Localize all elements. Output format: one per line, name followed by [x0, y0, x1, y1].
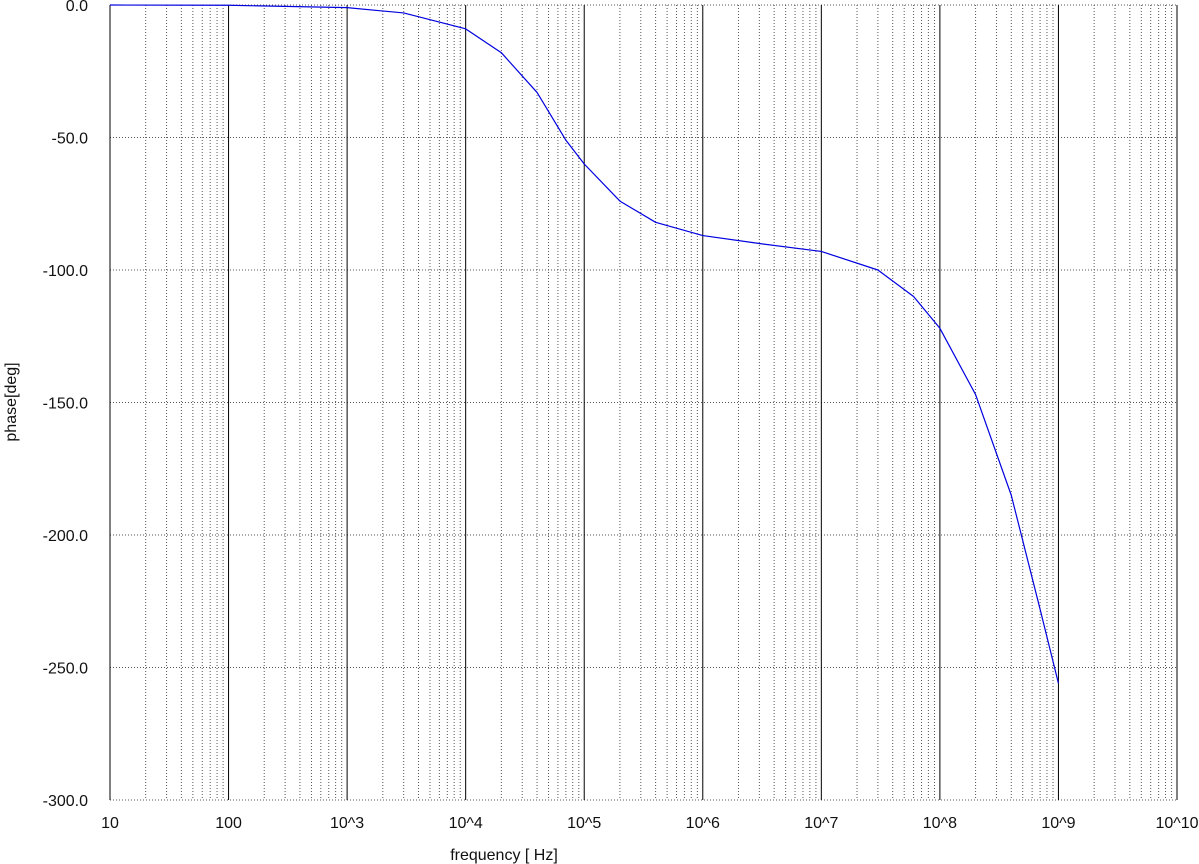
y-tick-label: -150.0 — [43, 396, 88, 413]
y-tick-label: -200.0 — [43, 528, 88, 545]
x-tick-label: 10^5 — [567, 815, 601, 832]
plot-frame — [109, 5, 1178, 800]
y-tick-label: -300.0 — [43, 793, 88, 810]
y-tick-label: -50.0 — [52, 131, 89, 148]
x-tick-label: 10 — [101, 815, 119, 832]
x-tick-label: 10^9 — [1041, 815, 1075, 832]
x-tick-label: 10^8 — [923, 815, 957, 832]
x-tick-label: 10^6 — [686, 815, 720, 832]
tick-labels: 0.0 -50.0 -100.0 -150.0 -200.0 -250.0 -300.0 10… — [43, 0, 1199, 832]
series-layer — [109, 4, 1060, 684]
y-tick-label: -100.0 — [43, 263, 88, 280]
grid-layer — [109, 4, 1178, 801]
x-tick-label: 10^7 — [804, 815, 838, 832]
x-tick-label: 10^4 — [449, 815, 483, 832]
y-tick-label: -250.0 — [43, 661, 88, 678]
phase-series-line — [109, 4, 1060, 684]
x-tick-label: 10^10 — [1155, 815, 1198, 832]
x-axis-label: frequency [ Hz] — [450, 847, 558, 864]
y-tick-label: 0.0 — [66, 0, 88, 15]
x-tick-label: 10^3 — [330, 815, 364, 832]
x-tick-label: 100 — [215, 815, 242, 832]
y-axis-label: phase[deg] — [3, 362, 20, 441]
